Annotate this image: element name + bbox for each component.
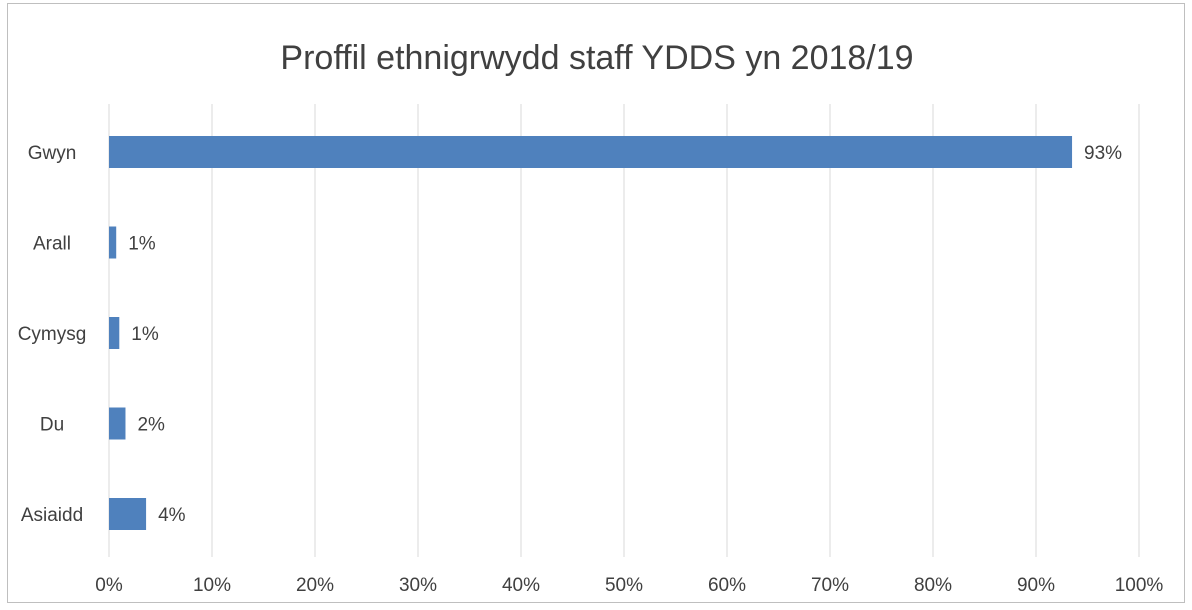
data-label: 2% bbox=[137, 415, 165, 436]
x-tick-label: 0% bbox=[95, 575, 123, 596]
x-tick-label: 90% bbox=[1017, 575, 1055, 596]
x-tick-label: 70% bbox=[811, 575, 849, 596]
data-label: 1% bbox=[128, 234, 156, 255]
category-label: Arall bbox=[33, 234, 71, 255]
category-label: Cymysg bbox=[18, 324, 87, 345]
bar bbox=[109, 226, 117, 259]
x-axis-tick-labels: 0% 10% 20% 30% 40% 50% 60% 70% 80% 90% 100% bbox=[95, 575, 1163, 596]
x-tick-label: 80% bbox=[914, 575, 952, 596]
bar bbox=[109, 136, 1073, 168]
bar-chart: Gwyn Arall Cymysg Du Asiaidd 93% 1% 1% 2% 4% 0% 1… bbox=[18, 104, 1163, 596]
data-label: 93% bbox=[1084, 143, 1122, 164]
data-label: 4% bbox=[158, 505, 186, 526]
x-tick-label: 60% bbox=[708, 575, 746, 596]
bar bbox=[109, 317, 120, 349]
bar bbox=[109, 407, 126, 440]
category-label: Du bbox=[40, 415, 64, 436]
x-tick-label: 20% bbox=[296, 575, 334, 596]
x-tick-label: 10% bbox=[193, 575, 231, 596]
x-tick-label: 50% bbox=[605, 575, 643, 596]
category-label: Asiaidd bbox=[21, 505, 83, 526]
chart-title: Proffil ethnigrwydd staff YDDS yn 2018/1… bbox=[280, 39, 914, 77]
data-label: 1% bbox=[131, 324, 159, 345]
category-labels: Gwyn Arall Cymysg Du Asiaidd bbox=[18, 143, 87, 526]
chart-frame: Proffil ethnigrwydd staff YDDS yn 2018/1… bbox=[7, 3, 1185, 603]
bars bbox=[109, 136, 1073, 530]
x-tick-label: 100% bbox=[1115, 575, 1164, 596]
category-label: Gwyn bbox=[28, 143, 77, 164]
bar bbox=[109, 498, 147, 530]
data-labels: 93% 1% 1% 2% 4% bbox=[128, 143, 1122, 526]
gridlines bbox=[108, 104, 1140, 557]
x-tick-label: 40% bbox=[502, 575, 540, 596]
x-tick-label: 30% bbox=[399, 575, 437, 596]
